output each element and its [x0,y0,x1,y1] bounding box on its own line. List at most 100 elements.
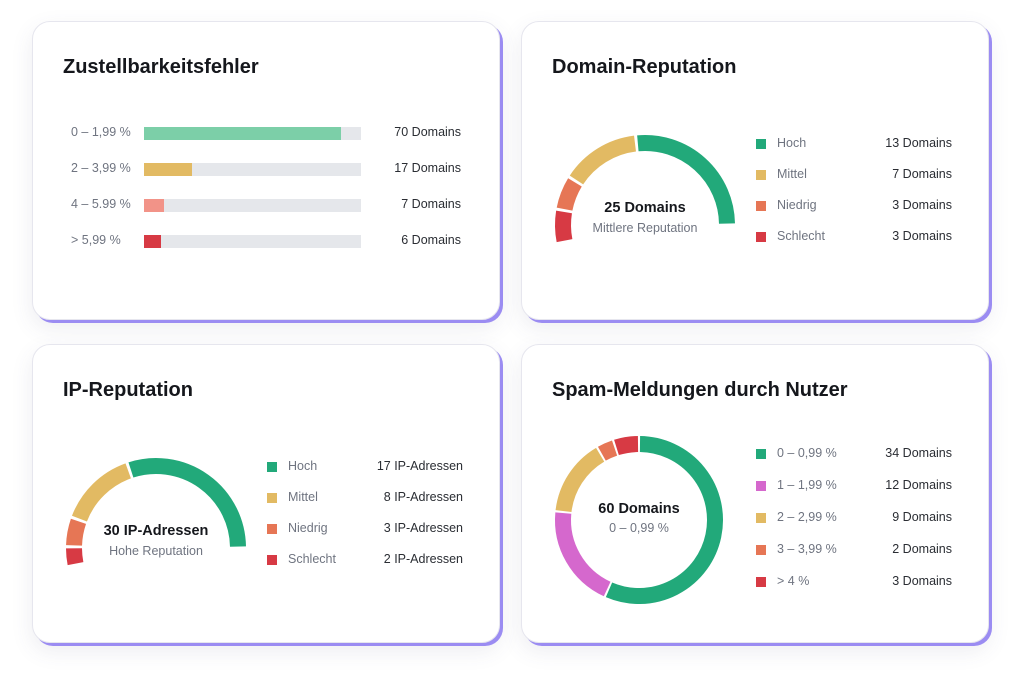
gauge-segment-hoch [128,458,246,547]
bar-4-5-99 [144,199,164,212]
legend-item: 2 – 2,99 % 9 Domains [756,509,952,527]
legend-label: Mittel [288,490,318,504]
center-sub-domain: Mittlere Reputation [592,221,698,235]
legend-swatch [756,449,766,459]
bar-row: 0 – 1,99 % 70 Domains [33,123,499,143]
card-spam-meldungen: Spam-Meldungen durch Nutzer 60 Domains 0… [521,344,989,643]
bar-0-1-99 [144,127,342,140]
bar-2-3-99 [144,163,192,176]
gauge-chart-ip-reputation [66,458,246,566]
bar-value-label: 7 Domains [401,197,461,211]
legend-swatch [267,524,277,534]
legend-value: 9 Domains [892,510,952,524]
bar-track [144,163,361,176]
legend-value: 2 Domains [892,542,952,556]
legend-swatch [756,481,766,491]
bar-5-99 [144,235,161,248]
legend-swatch [267,462,277,472]
card-ip-reputation: IP-Reputation 30 IP-Adressen Hohe Reputa… [32,344,500,643]
legend-swatch [756,232,766,242]
legend-item: Hoch 17 IP-Adressen [267,458,463,476]
legend-value: 8 IP-Adressen [383,490,463,504]
gauge-segment-hoch [637,135,735,224]
gauge-segment-mittel [71,463,132,522]
gauge-segment-niedrig [66,518,87,546]
legend-label: 3 – 3,99 % [777,542,837,556]
legend-swatch [756,513,766,523]
bar-track [144,199,361,212]
legend-label: Schlecht [777,229,825,243]
donut-slice-3-3-99 [597,440,618,461]
center-sub-ip: Hohe Reputation [109,544,203,558]
legend-item: Niedrig 3 IP-Adressen [267,520,463,538]
bar-category-label: 0 – 1,99 % [71,125,131,139]
legend-label: 0 – 0,99 % [777,446,837,460]
legend-item: Mittel 8 IP-Adressen [267,489,463,507]
center-value-spam: 60 Domains [598,501,680,517]
legend-label: Hoch [288,459,318,473]
bar-value-label: 6 Domains [401,233,461,247]
gauge-chart-domain-reputation [555,135,735,243]
bar-value-label: 17 Domains [394,161,461,175]
legend-label: 2 – 2,99 % [777,510,837,524]
legend-value: 13 Domains [885,136,952,150]
legend-value: 17 IP-Adressen [376,459,463,473]
legend-item: Niedrig 3 Domains [756,197,952,215]
legend-item: Schlecht 3 Domains [756,228,952,246]
legend-item: > 4 % 3 Domains [756,573,952,591]
legend-label: Niedrig [288,521,328,535]
donut-slice-0-0-99 [605,436,723,604]
legend-swatch [267,493,277,503]
bar-row: 2 – 3,99 % 17 Domains [33,159,499,179]
donut-chart-spam-meldungen [555,436,723,604]
gauge-segment-schlecht [66,548,84,566]
legend-label: Hoch [777,136,807,150]
legend-item: 3 – 3,99 % 2 Domains [756,541,952,559]
legend-swatch [756,577,766,587]
card-domain-reputation: Domain-Reputation 25 Domains Mittlere Re… [521,21,989,320]
legend-item: Hoch 13 Domains [756,135,952,153]
gauge-segment-niedrig [556,178,582,212]
legend-swatch [756,201,766,211]
legend-value: 3 Domains [892,229,952,243]
legend-swatch [756,545,766,555]
legend-item: 1 – 1,99 % 12 Domains [756,477,952,495]
center-sub-spam: 0 – 0,99 % [609,521,669,535]
bar-track [144,235,361,248]
legend-value: 3 Domains [892,198,952,212]
card-title-domain-reputation: Domain-Reputation [552,56,737,78]
bar-category-label: > 5,99 % [71,233,121,247]
card-title-spam-meldungen: Spam-Meldungen durch Nutzer [552,379,848,401]
gauge-segment-mittel [569,135,637,185]
legend-value: 34 Domains [885,446,952,460]
legend-swatch [267,555,277,565]
legend-swatch [756,170,766,180]
legend-value: 12 Domains [885,478,952,492]
bar-value-label: 70 Domains [394,125,461,139]
legend-value: 3 Domains [892,574,952,588]
bar-row: > 5,99 % 6 Domains [33,231,499,251]
center-value-ip: 30 IP-Adressen [103,523,209,539]
legend-swatch [756,139,766,149]
legend-label: 1 – 1,99 % [777,478,837,492]
donut-slice-1-1-99 [555,512,611,597]
donut-slice-4 [614,436,639,456]
bar-category-label: 2 – 3,99 % [71,161,131,175]
card-zustellbarkeitsfehler: Zustellbarkeitsfehler 0 – 1,99 % 70 Domai… [32,21,500,320]
legend-value: 3 IP-Adressen [383,521,463,535]
bar-row: 4 – 5.99 % 7 Domains [33,195,499,215]
card-title-ip-reputation: IP-Reputation [63,379,193,401]
gauge-segment-schlecht [555,210,573,243]
legend-label: Niedrig [777,198,817,212]
legend-item: Schlecht 2 IP-Adressen [267,551,463,569]
legend-item: Mittel 7 Domains [756,166,952,184]
legend-label: Mittel [777,167,807,181]
legend-label: > 4 % [777,574,810,588]
card-title-zustellbarkeitsfehler: Zustellbarkeitsfehler [63,56,259,78]
legend-item: 0 – 0,99 % 34 Domains [756,445,952,463]
bar-category-label: 4 – 5.99 % [71,197,131,211]
legend-value: 7 Domains [892,167,952,181]
donut-slice-2-2-99 [555,447,605,513]
legend-label: Schlecht [288,552,336,566]
bar-track [144,127,361,140]
